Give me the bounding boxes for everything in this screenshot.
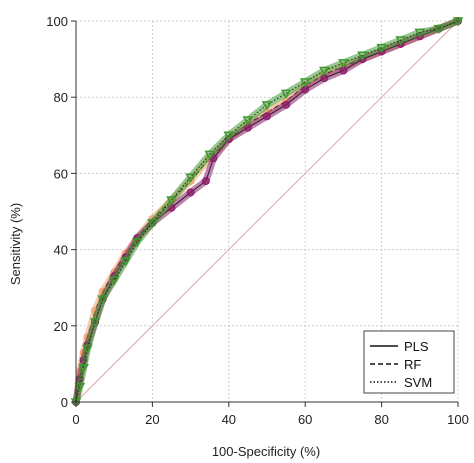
- data-point-svm: [242, 116, 254, 126]
- data-point-pls: [186, 188, 195, 197]
- data-point-svm: [82, 344, 93, 355]
- x-axis-label: 100-Specificity (%): [212, 444, 320, 459]
- data-point-svm: [131, 238, 143, 248]
- data-point-svm: [108, 276, 120, 286]
- data-point-svm: [97, 295, 109, 305]
- legend: PLS RF SVM: [363, 330, 455, 394]
- axes: [75, 21, 458, 403]
- x-tick-label: 80: [374, 412, 388, 427]
- data-point-pls: [282, 100, 291, 109]
- data-point-svm: [433, 24, 445, 35]
- data-point-svm: [261, 101, 273, 111]
- series-layer: [70, 17, 464, 408]
- series-line-svm: [75, 20, 459, 403]
- data-point-svm: [147, 219, 158, 229]
- data-point-svm: [319, 66, 330, 77]
- legend-label-svm: SVM: [404, 375, 432, 390]
- data-point-svm: [120, 257, 131, 267]
- y-axis-label: Sensitivity (%): [8, 203, 23, 285]
- data-point-svm: [452, 17, 464, 27]
- data-point-svm: [223, 131, 235, 141]
- legend-label-pls: PLS: [404, 339, 429, 354]
- x-tick-label: 0: [72, 412, 79, 427]
- data-point-svm: [78, 363, 89, 374]
- data-point-svm: [357, 51, 368, 61]
- data-point-svm: [89, 318, 101, 328]
- tick-labels: 0 20 40 60 80 100 0 20 40 60 80 100: [46, 14, 469, 427]
- data-point-svm: [74, 383, 86, 393]
- data-point-svm: [299, 78, 311, 88]
- legend-box: [363, 330, 455, 394]
- data-point-svm: [204, 150, 215, 160]
- legend-label-rf: RF: [404, 357, 421, 372]
- y-tick-label: 40: [54, 243, 68, 258]
- series-svm: [70, 17, 464, 408]
- data-point-svm: [280, 89, 292, 99]
- x-tick-label: 20: [145, 412, 159, 427]
- data-point-svm: [376, 43, 387, 54]
- y-tick-label: 60: [54, 166, 68, 181]
- x-tick-label: 60: [298, 412, 312, 427]
- data-point-svm: [185, 173, 196, 183]
- x-tick-label: 100: [447, 412, 469, 427]
- data-point-svm: [338, 59, 349, 69]
- y-tick-label: 20: [54, 319, 68, 334]
- y-tick-label: 0: [61, 395, 68, 410]
- data-point-pls: [263, 112, 271, 121]
- data-point-svm: [166, 196, 177, 206]
- x-tick-label: 40: [222, 412, 236, 427]
- data-point-svm: [414, 28, 426, 38]
- y-tick-label: 100: [46, 14, 68, 29]
- data-point-svm: [395, 36, 406, 46]
- reference-diagonal: [75, 20, 459, 403]
- data-point-pls: [201, 177, 210, 186]
- y-tick-label: 80: [54, 90, 68, 105]
